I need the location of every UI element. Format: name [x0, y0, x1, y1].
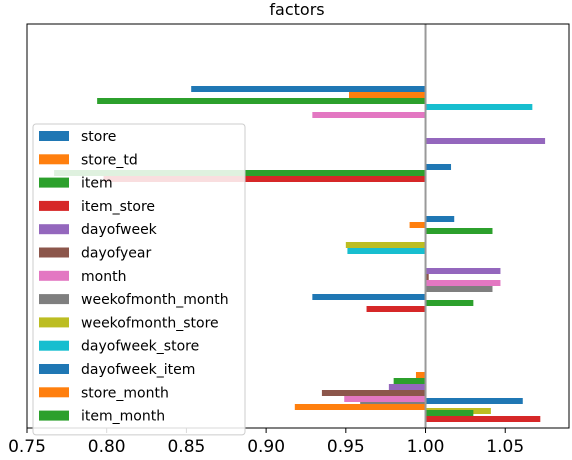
bar-store-15 — [425, 398, 523, 404]
bar-item-14 — [393, 378, 426, 384]
legend-swatch-store_month — [39, 387, 69, 398]
legend-swatch-dayofyear — [39, 247, 69, 258]
legend-label-weekofmonth_store: weekofmonth_store — [81, 315, 219, 331]
legend-swatch-dayofweek_store — [39, 340, 69, 351]
plot-area-frame — [26, 23, 570, 429]
legend-label-store: store — [81, 129, 116, 145]
legend-swatch-weekofmonth_store — [39, 317, 69, 328]
legend-swatch-store_td — [39, 154, 69, 165]
bar-item_store-6 — [103, 176, 426, 182]
x-tick-label: 0.95 — [327, 437, 365, 457]
legend-swatch-item — [39, 177, 69, 188]
legend-swatch-dayofweek — [39, 224, 69, 235]
bar-dayofweek-5 — [425, 138, 546, 144]
legend-label-dayofweek_item: dayofweek_item — [81, 362, 195, 378]
legend-label-item_month: item_month — [81, 409, 165, 425]
x-tick-label: 0.80 — [88, 437, 126, 457]
legend-label-store_td: store_td — [81, 152, 138, 168]
legend-swatch-item_store — [39, 200, 69, 211]
bar-store_td-15 — [294, 404, 426, 410]
x-tick-label: 1.05 — [486, 437, 524, 457]
legend-label-month: month — [81, 269, 126, 285]
bar-item-15 — [425, 410, 474, 416]
legend-label-dayofweek: dayofweek — [81, 222, 158, 238]
legend-swatch-month — [39, 270, 69, 281]
bar-month-10 — [425, 280, 501, 286]
bar-store_td-14 — [415, 372, 426, 378]
bar-item-8 — [425, 228, 493, 234]
bar-item_store-11 — [366, 306, 426, 312]
bar-weekofmonth_store-9 — [345, 242, 426, 248]
legend-box — [32, 123, 246, 436]
bar-dayofyear-14 — [321, 390, 426, 396]
bar-weekofmonth_month-10 — [425, 286, 493, 292]
bar-dayofweek-10 — [425, 268, 501, 274]
x-tick-label: 0.90 — [247, 437, 285, 457]
bar-store_td-3 — [349, 92, 426, 98]
bar-dayofweek-14 — [388, 384, 426, 390]
bar-store_td-8 — [409, 222, 426, 228]
legend-label-weekofmonth_month: weekofmonth_month — [81, 292, 229, 308]
legend-label-store_month: store_month — [81, 385, 169, 401]
bar-dayofweek_store-3 — [425, 104, 533, 110]
bar-month-4 — [312, 112, 426, 118]
bar-month-14 — [344, 396, 426, 402]
x-tick-label: 0.75 — [8, 437, 46, 457]
bar-store-11 — [312, 294, 426, 300]
legend-label-dayofyear: dayofyear — [81, 246, 151, 262]
legend-swatch-store — [39, 131, 69, 141]
legend-label-item: item — [81, 176, 113, 192]
legend-label-dayofweek_store: dayofweek_store — [81, 339, 199, 355]
bar-store-8 — [425, 216, 455, 222]
bar-store-6 — [425, 164, 452, 170]
x-tick-label: 0.85 — [167, 437, 205, 457]
bar-dayofyear-10 — [425, 274, 429, 280]
bar-item_store-15 — [425, 416, 541, 422]
x-tick-label: 1.00 — [407, 437, 445, 457]
bar-item-3 — [97, 98, 426, 104]
legend-swatch-weekofmonth_month — [39, 294, 69, 305]
legend-swatch-item_month — [39, 410, 69, 421]
x-axis: 0.75 0.80 0.85 0.90 0.95 1.00 1.05 — [8, 428, 524, 457]
legend-swatch-dayofweek_item — [39, 364, 69, 374]
bar-dayofweek_store-9 — [347, 248, 426, 254]
chart-title: factors — [269, 0, 324, 19]
bar-item-11 — [425, 300, 474, 306]
bar-store-3 — [191, 86, 426, 92]
legend-label-item_store: item_store — [81, 199, 155, 215]
